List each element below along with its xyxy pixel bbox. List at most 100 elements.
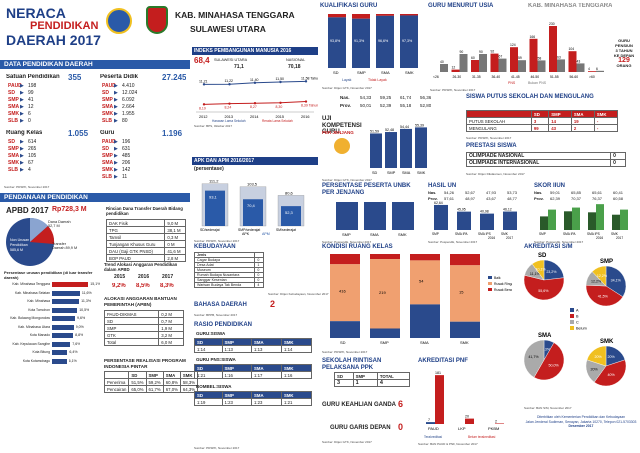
- pie-label-non-text: Non Urusan Pendidikan: [10, 238, 30, 247]
- regency-logo-icon: [146, 6, 168, 34]
- ipm-rls-label: 8,39 Tahun: [301, 104, 318, 108]
- un-label: 46,12: [503, 208, 512, 212]
- kual-label: 91,3%: [354, 39, 365, 43]
- pers-bar: [52, 282, 89, 287]
- umur-pns-label: 124: [510, 43, 516, 47]
- umur-pns-bar: [529, 38, 538, 72]
- ukg-label: 51,59: [370, 129, 379, 133]
- ukg-prov-value: 50,01: [360, 103, 372, 108]
- pers-bar: [52, 324, 74, 330]
- pie-label-inner: 585,6 M: [10, 248, 23, 252]
- kebudayaan-source: Sumber: Ditjen Kebudayaan, November 2017: [268, 292, 329, 296]
- prestasi-row: OLIMPIADE INTERNASIONAL 0: [465, 159, 626, 167]
- akr-slice: [523, 275, 565, 301]
- kondisi-ringan-bar: [330, 264, 360, 322]
- un-label: 62,64: [434, 201, 443, 205]
- rasio-gp-cell: 1:21: [194, 371, 223, 379]
- kual-tlayak-bar: [400, 14, 418, 16]
- rasio-gp-label: GURU PNS:SISWA: [196, 357, 236, 362]
- rasio-source: Sumber: PDSPK, November 2017: [194, 446, 240, 450]
- kual-legend-tlayak: Tidak Layak: [368, 78, 387, 82]
- rasio-gp-row: 1:21 1:16 1:17 1:16: [194, 371, 313, 379]
- unbk-source: Sumber: Puspendik, November 2017: [322, 240, 372, 244]
- trend-year: 2016: [138, 274, 150, 280]
- umur-bpns-bar: [479, 54, 487, 72]
- iiun-nas-value: 65,85: [571, 190, 582, 195]
- ukg-cat: SD: [372, 171, 378, 175]
- pip-cell: 67,0%: [162, 385, 181, 393]
- rasio-gs-cell: 1:13: [221, 345, 253, 353]
- kondisi-cat: SMP: [380, 340, 389, 345]
- rasio-gs-label: GURU:SISWA: [196, 331, 226, 336]
- umur-cat: <26: [433, 75, 439, 79]
- kondisi-legend-baik-swatch: [488, 276, 492, 279]
- akr-slice-label: 20%: [595, 355, 603, 359]
- umur-cat: 31-35: [472, 75, 481, 79]
- dp-satuan-label: SD: [8, 90, 15, 96]
- putus-cell: SD: [530, 110, 550, 118]
- dp-satuan-title: Satuan Pendidikan: [6, 74, 60, 80]
- rasio-gs-cell: SMA: [251, 338, 282, 346]
- keahlian-title: GURU KEAHLIAN GANDA: [322, 402, 396, 408]
- ppk-row: SD SMP TOTAL: [334, 372, 411, 380]
- ipm-year: 2014: [250, 115, 258, 119]
- pers-bar-value: 9,6%: [77, 316, 86, 320]
- rincian-row: DAK Fisik 9,0 M: [105, 219, 186, 227]
- alokasi-cell: SMP: [103, 324, 160, 332]
- alokasi-row: GTK 3,2 M: [103, 331, 184, 339]
- pip-row: SD SMP SMA SMK: [103, 371, 199, 379]
- rasio-rombel-table: SD SMP SMA SMK 1:19 1:23 1:23 1:21: [194, 391, 313, 406]
- ipm-hls-point: [202, 83, 206, 86]
- kondisi-legend-berat-swatch: [488, 288, 492, 291]
- umur-pns-label: 166: [530, 35, 536, 39]
- putus-cell: -: [593, 117, 619, 125]
- ipm-rls-label: 8,30: [276, 105, 283, 109]
- pers-bar-value: 6,4%: [69, 350, 78, 354]
- dp-guru-value: 206: [122, 160, 131, 166]
- pip-cell: 59,2%: [145, 378, 164, 386]
- pip-cell: SMA: [162, 371, 181, 379]
- ppk-table: SD SMP TOTAL 3 1 4: [334, 372, 411, 387]
- akr-slice: [523, 339, 545, 378]
- header-title-2: PENDIDIKAN: [30, 20, 99, 32]
- putus-cell: PUTUS SEKOLAH: [466, 117, 532, 125]
- unbk-chart: SMP SMA SMK: [336, 202, 414, 237]
- iiun-2016-bar: [588, 212, 596, 230]
- ukg-cat: SMP: [387, 171, 396, 175]
- pnf-cat: PKBM: [488, 426, 499, 431]
- dp-ruang-value: 4: [28, 167, 31, 173]
- dp-guru-value: 196: [122, 139, 131, 145]
- arrow-icon: ▶: [20, 139, 24, 145]
- ipm-nas-value: 70,18: [288, 64, 301, 70]
- ipm-chart: 11,21 11,22 11,40 11,50 11,58 Tahun 8,19 8,24 8…: [196, 76, 318, 122]
- kual-cat: SMP: [357, 70, 366, 75]
- pers-bar-value: 7,6%: [72, 341, 81, 346]
- iiun-2016-bar: [564, 211, 572, 230]
- arrow-icon: ▶: [114, 90, 118, 96]
- ukg-source: Sumber: Ditjen GTK, November 2017: [322, 178, 372, 182]
- pensiun-note-line: KE DEPAN: [613, 53, 635, 58]
- header: NERACA PENDIDIKAN DAERAH 2017 KAB. MINAH…: [0, 0, 315, 52]
- akr-pie-title: SMK: [600, 339, 614, 345]
- prestasi-cell: OLIMPIADE INTERNASIONAL: [465, 159, 612, 167]
- rasio-gs-cell: 1:14: [194, 345, 223, 353]
- kondisi-chart: 416 SD 219 SMP 54 SMA 15 SMK Baik Rusak Ringan Rus…: [330, 254, 512, 345]
- kual-cat: SMK: [405, 70, 414, 75]
- kualifikasi-chart: 93,8% SD 91,3% SMP 96,6% SMA 97,3% SMK Layak Tida…: [328, 14, 418, 82]
- pers-bar-value: 10,5%: [79, 307, 90, 312]
- akr-slice-label: 20%: [607, 355, 615, 359]
- rincian-table: DAK Fisik 9,0 M TPG 38,1 M Tamsil 0,3 M Tunjan…: [105, 219, 186, 262]
- kual-layak-bar: [352, 18, 370, 69]
- pip-title: PERSENTASE REALISASI PROGRAM INDONESIA P…: [104, 358, 186, 369]
- kual-layak-bar: [400, 15, 418, 68]
- pip-cell: Pencairan: [103, 385, 130, 393]
- arrow-icon: ▶: [114, 83, 118, 89]
- rasio-gp-cell: SMA: [251, 364, 282, 372]
- un-legend-2016: 2016: [488, 236, 495, 240]
- ipm-rls-label: 8,19: [199, 106, 206, 110]
- pers-bar-label: Kota Manado: [29, 333, 50, 337]
- apbd-pie: [6, 217, 55, 266]
- iiun-source: Sumber: Puspendik, November 2017: [534, 240, 584, 244]
- pensiun-note-line: PENSIUN: [615, 43, 633, 48]
